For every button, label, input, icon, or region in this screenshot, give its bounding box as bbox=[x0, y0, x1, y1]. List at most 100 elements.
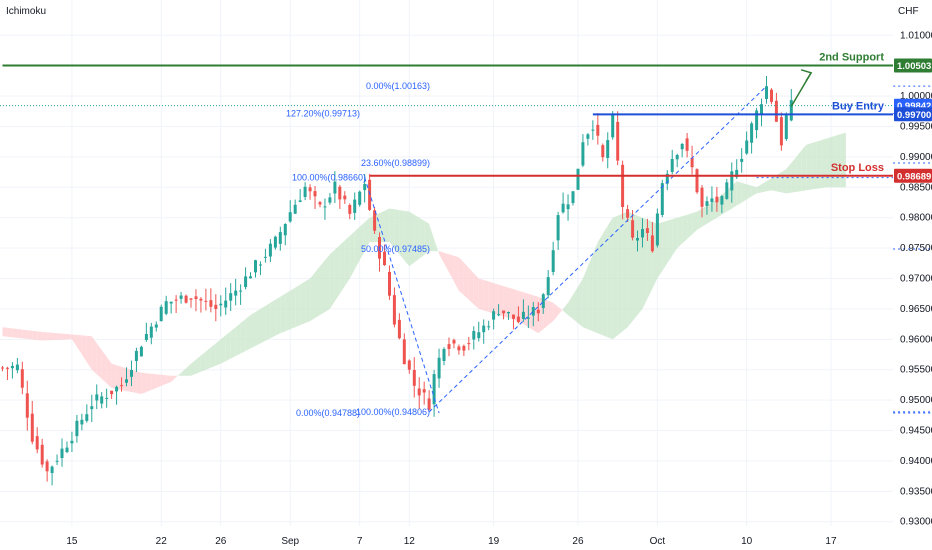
cloud-segment bbox=[816, 140, 822, 189]
candle-body bbox=[457, 346, 461, 351]
candle-body bbox=[159, 306, 163, 322]
cloud-segment bbox=[404, 210, 410, 267]
cloud-segment bbox=[801, 144, 807, 192]
cloud-segment bbox=[2, 327, 8, 337]
candle-body bbox=[333, 181, 337, 194]
candle-body bbox=[626, 209, 630, 218]
candle-body bbox=[363, 184, 367, 191]
cloud-segment bbox=[662, 220, 668, 271]
cloud-segment bbox=[91, 336, 97, 375]
cloud-segment bbox=[667, 219, 673, 264]
cloud-segment bbox=[826, 137, 831, 188]
candle-body bbox=[680, 144, 684, 150]
cloud-segment bbox=[111, 363, 117, 389]
candle-body bbox=[412, 370, 416, 386]
x-tick-label: 10 bbox=[741, 536, 753, 547]
candle-body bbox=[139, 346, 143, 357]
cloud-segment bbox=[300, 281, 306, 326]
cloud-segment bbox=[612, 215, 618, 340]
candle-body bbox=[477, 332, 481, 339]
price-tag-label: 1.00503 bbox=[897, 61, 931, 72]
fib-level-label: 100.00%(0.98660) bbox=[292, 173, 366, 183]
cloud-segment bbox=[200, 351, 206, 372]
cloud-segment bbox=[320, 260, 325, 315]
cloud-segment bbox=[389, 208, 395, 249]
candle-body bbox=[561, 203, 565, 213]
cloud-segment bbox=[409, 211, 415, 267]
candle-body bbox=[740, 158, 744, 162]
cloud-segment bbox=[766, 178, 772, 192]
candle-body bbox=[25, 393, 29, 418]
candle-body bbox=[725, 182, 729, 199]
candle-body bbox=[690, 157, 694, 168]
candle-body bbox=[229, 293, 233, 301]
candle-body bbox=[730, 171, 734, 191]
candle-body bbox=[432, 374, 436, 405]
cloud-segment bbox=[781, 169, 787, 194]
candle-body bbox=[551, 250, 555, 272]
cloud-segment bbox=[711, 199, 717, 221]
cloud-segment bbox=[791, 156, 797, 193]
cloud-segment bbox=[806, 143, 812, 191]
cloud-segment bbox=[796, 150, 802, 192]
cloud-segment bbox=[399, 210, 405, 261]
cloud-segment bbox=[106, 356, 112, 388]
candle-body bbox=[492, 311, 496, 320]
candle-body bbox=[392, 295, 396, 325]
annotation-label: Stop Loss bbox=[831, 162, 884, 174]
fib-level-label: 23.60%(0.98899) bbox=[361, 158, 430, 168]
cloud-segment bbox=[811, 141, 817, 190]
candle-body bbox=[700, 187, 704, 207]
candle-body bbox=[283, 224, 287, 236]
fib-level-label: 100.00%(0.94806) bbox=[356, 407, 430, 417]
candle-body bbox=[601, 145, 605, 158]
cloud-segment bbox=[602, 225, 608, 338]
cloud-segment bbox=[230, 327, 236, 359]
cloud-segment bbox=[220, 335, 226, 364]
candle-body bbox=[60, 448, 64, 458]
cloud-segment bbox=[265, 302, 271, 341]
candle-body bbox=[120, 385, 124, 387]
cloud-segment bbox=[325, 254, 330, 312]
cloud-segment bbox=[707, 202, 712, 224]
candle-body bbox=[378, 237, 381, 259]
cloud-segment bbox=[414, 214, 420, 263]
candle-body bbox=[789, 100, 793, 121]
cloud-segment bbox=[156, 374, 162, 388]
candle-body bbox=[462, 345, 466, 351]
candle-body bbox=[134, 350, 138, 361]
cloud-segment bbox=[275, 296, 281, 336]
candle-body bbox=[100, 396, 104, 404]
candle-body bbox=[606, 140, 610, 158]
cloud-segment bbox=[756, 184, 762, 194]
cloud-segment bbox=[607, 217, 613, 340]
cloud-segment bbox=[483, 280, 489, 312]
fib-level-label: 50.00%(0.97485) bbox=[361, 244, 430, 254]
candle-body bbox=[239, 290, 243, 292]
candle-body bbox=[581, 142, 585, 166]
candle-body bbox=[685, 138, 689, 151]
candle-body bbox=[546, 277, 550, 296]
cloud-segment bbox=[27, 330, 33, 340]
candle-body bbox=[675, 155, 679, 160]
cloud-segment bbox=[166, 375, 172, 384]
fib-trend-line bbox=[428, 85, 767, 413]
candle-body bbox=[437, 357, 441, 379]
currency-label: CHF bbox=[898, 6, 919, 17]
price-tag-label: 0.98689 bbox=[897, 171, 931, 182]
candle-body bbox=[596, 124, 600, 136]
candle-body bbox=[149, 326, 153, 338]
candle-body bbox=[40, 444, 44, 465]
cloud-segment bbox=[235, 323, 241, 356]
price-tag bbox=[894, 107, 932, 122]
cloud-segment bbox=[548, 300, 554, 326]
annotation-label: Buy Entry bbox=[832, 100, 885, 112]
cloud-segment bbox=[255, 308, 261, 346]
cloud-segment bbox=[449, 254, 454, 282]
cloud-segment bbox=[553, 302, 559, 322]
cloud-segment bbox=[533, 295, 539, 334]
